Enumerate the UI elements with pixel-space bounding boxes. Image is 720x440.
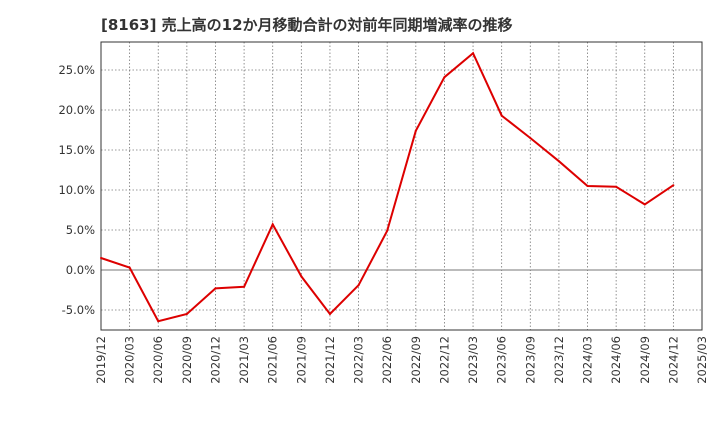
grid-layer — [101, 42, 702, 330]
data-point — [615, 185, 618, 188]
x-tick-label: 2024/03 — [581, 336, 595, 384]
x-tick-label: 2019/12 — [94, 336, 108, 384]
x-tick-label: 2021/03 — [237, 336, 251, 384]
y-tick-label: 10.0% — [58, 183, 95, 197]
y-tick-label: 20.0% — [58, 103, 95, 117]
axis-layer — [100, 41, 703, 331]
x-tick-label: 2022/03 — [352, 336, 366, 384]
x-tick-label: 2020/09 — [180, 336, 194, 384]
data-point — [100, 257, 102, 259]
data-point — [157, 320, 160, 323]
x-tick-label: 2020/06 — [151, 336, 165, 384]
data-point — [386, 229, 389, 232]
x-tick-label: 2022/09 — [409, 336, 423, 384]
data-point — [500, 114, 503, 117]
x-tick-label: 2021/06 — [266, 336, 280, 384]
data-point — [214, 287, 217, 290]
data-point — [557, 160, 560, 163]
y-tick-label: -5.0% — [62, 303, 95, 317]
x-tick-label: 2024/06 — [609, 336, 623, 384]
data-point — [472, 52, 475, 55]
x-tick-label: 2023/06 — [495, 336, 509, 384]
plot-frame — [100, 41, 703, 331]
data-point — [271, 223, 274, 226]
data-point — [357, 284, 360, 287]
data-point — [643, 203, 646, 206]
x-tick-label: 2021/12 — [323, 336, 337, 384]
data-point — [128, 266, 131, 269]
x-tick-label: 2025/03 — [695, 336, 709, 384]
data-point — [414, 129, 417, 132]
data-point — [586, 185, 589, 187]
data-point — [328, 313, 331, 315]
label-layer: -5.0% 0.0% 5.0% 10.0% 15.0% 20.0% 25.0% 2019/12… — [58, 63, 709, 384]
y-tick-label: 5.0% — [66, 223, 95, 237]
y-tick-label: 25.0% — [58, 63, 95, 77]
data-point — [529, 137, 532, 139]
chart-title: [8163] 売上高の12か月移動合計の対前年同期増減率の推移 — [101, 16, 513, 34]
x-tick-label: 2024/12 — [666, 336, 680, 384]
x-tick-label: 2022/12 — [437, 336, 451, 384]
y-tick-label: 0.0% — [66, 263, 95, 277]
x-tick-label: 2021/09 — [294, 336, 308, 384]
data-point — [300, 275, 303, 278]
x-tick-label: 2024/09 — [638, 336, 652, 384]
x-tick-label: 2020/03 — [123, 336, 137, 384]
x-tick-label: 2023/03 — [466, 336, 480, 384]
x-tick-label: 2020/12 — [208, 336, 222, 384]
x-tick-label: 2022/06 — [380, 336, 394, 384]
data-point — [185, 313, 188, 315]
x-tick-label: 2023/09 — [523, 336, 537, 384]
y-tick-label: 15.0% — [58, 143, 95, 157]
data-point — [443, 76, 446, 79]
x-tick-label: 2023/12 — [552, 336, 566, 384]
data-point — [672, 184, 675, 187]
data-point — [243, 285, 246, 288]
series-layer — [100, 51, 675, 323]
